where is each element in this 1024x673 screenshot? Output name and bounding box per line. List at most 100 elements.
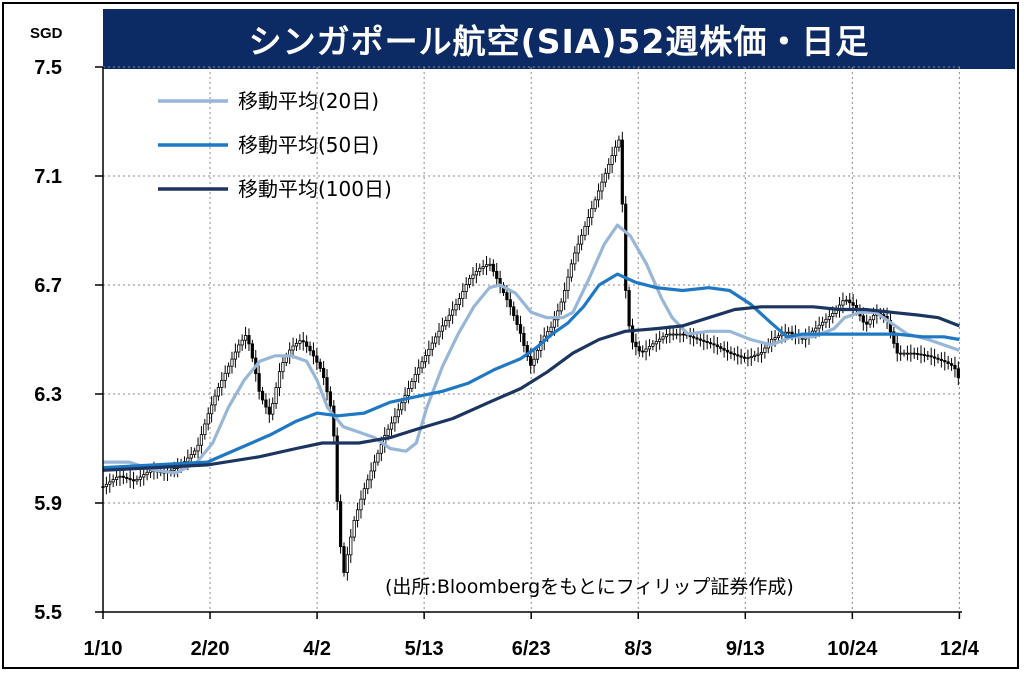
candle-body [712, 343, 716, 346]
candle-body [322, 367, 326, 379]
candle-body [688, 335, 692, 338]
candle-body [732, 353, 736, 356]
candle-body [491, 263, 495, 272]
candle-body [953, 364, 957, 370]
candle-body [400, 402, 404, 411]
candle-body [624, 203, 628, 291]
candle-body [630, 325, 635, 343]
candle-body [332, 405, 336, 437]
candle-body [916, 353, 920, 355]
candle-body [939, 358, 943, 361]
candle-body [464, 284, 468, 292]
candle-body [216, 387, 221, 397]
candle-body [199, 434, 204, 446]
candle-body [678, 333, 682, 336]
candle-body [607, 164, 611, 174]
candle-body [338, 501, 343, 548]
candle-body [559, 301, 563, 312]
y-tick-label: 7.1 [34, 166, 62, 188]
moving-average-lines [102, 223, 960, 475]
candle-body [949, 363, 954, 366]
candle-body [895, 342, 899, 354]
y-tick-label: 6.7 [34, 275, 62, 297]
candle-body [454, 304, 458, 311]
candle-body [434, 336, 438, 344]
candle-body [484, 264, 489, 267]
candle-body [138, 476, 142, 480]
candle-body [108, 481, 112, 485]
x-tick-label: 8/3 [624, 638, 652, 660]
candle-body [549, 326, 553, 333]
candle-body [267, 406, 271, 415]
candle-body [366, 479, 370, 490]
candle-body [471, 274, 475, 279]
candle-body [427, 348, 431, 356]
candle-body [600, 181, 604, 192]
candle-body [447, 314, 451, 321]
candle-body [773, 337, 777, 340]
candle-body [647, 345, 652, 350]
legend-label: 移動平均(50日) [238, 133, 379, 157]
candle-body [230, 358, 234, 367]
candle-body [698, 338, 702, 341]
candle-body [522, 332, 526, 346]
candle-body [298, 340, 302, 344]
candle-body [237, 344, 241, 353]
candle-body [671, 333, 675, 336]
candle-body [668, 333, 672, 336]
candle-body [461, 291, 465, 300]
candle-body [315, 355, 319, 363]
candle-body [294, 342, 299, 347]
candle-body [613, 146, 618, 156]
x-tick-label: 9/13 [726, 638, 765, 660]
candle-body [529, 356, 533, 366]
candle-body [691, 336, 696, 339]
candle-body [362, 488, 366, 500]
candle-body [705, 341, 709, 343]
candle-body [189, 454, 193, 459]
candle-body [345, 554, 349, 573]
candle-body [423, 355, 428, 363]
candle-body [641, 350, 645, 353]
candle-body [220, 379, 224, 388]
candle-body [206, 413, 210, 425]
chart-title: シンガポール航空(SIA)52週株価・日足 [248, 22, 870, 61]
x-tick-label: 12/4 [940, 638, 980, 660]
candle-body [355, 509, 360, 521]
candle-body [617, 139, 621, 148]
axes: 7.5 7.1 6.7 6.3 5.9 5.5 1/10 2/20 4/2 5/13 6/23 8/3… [34, 57, 980, 660]
candle-body [386, 428, 390, 436]
candle-body [848, 299, 852, 304]
candle-body [264, 399, 268, 408]
candle-body [335, 435, 339, 502]
candle-body [114, 476, 119, 480]
candle-body [457, 298, 461, 306]
candle-body [508, 299, 512, 308]
candle-body [865, 321, 869, 325]
candle-body [902, 352, 906, 355]
candle-body [406, 388, 411, 397]
candle-body [627, 290, 631, 327]
candle-body [610, 155, 614, 165]
y-unit-label: SGD [30, 25, 63, 42]
candle-body [352, 520, 356, 538]
candle-body [827, 315, 831, 320]
candle-body [213, 395, 217, 406]
candle-body [922, 354, 927, 357]
candle-body [318, 361, 322, 369]
candle-body [729, 351, 733, 354]
candle-body [444, 320, 448, 327]
candle-body [739, 355, 743, 358]
candle-body [756, 353, 760, 356]
candle-body [563, 290, 567, 303]
candle-body [243, 335, 248, 341]
candle-body [328, 391, 333, 407]
legend: 移動平均(20日) 移動平均(50日) 移動平均(100日) [158, 89, 392, 201]
candle-body [590, 208, 594, 218]
candle-body [831, 312, 835, 317]
candle-body [658, 338, 662, 342]
candle-body [359, 498, 363, 511]
candle-body [634, 341, 638, 348]
candle-body [763, 347, 767, 353]
